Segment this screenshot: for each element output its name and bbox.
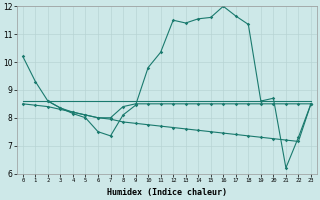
X-axis label: Humidex (Indice chaleur): Humidex (Indice chaleur)	[107, 188, 227, 197]
